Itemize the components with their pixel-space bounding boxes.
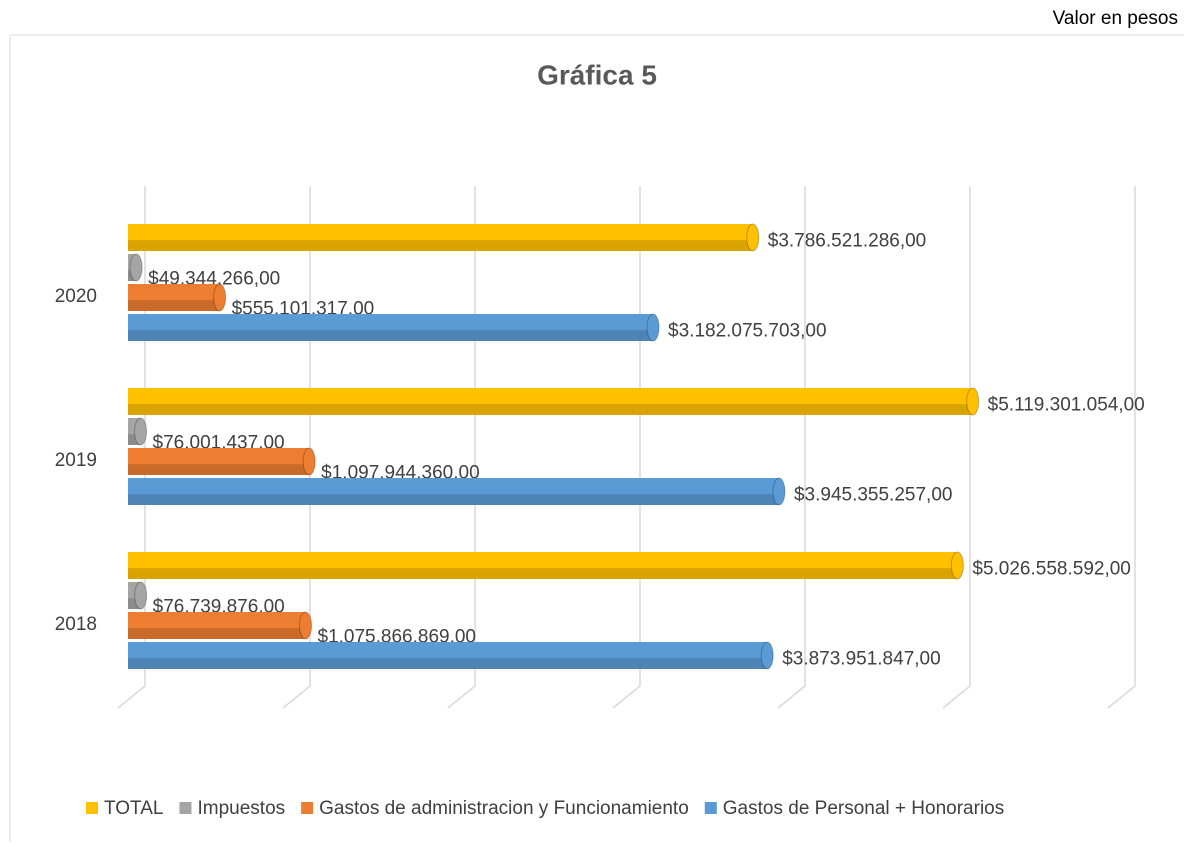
bar-shade	[128, 464, 310, 475]
bar-cap	[134, 581, 148, 610]
grid-line	[282, 186, 311, 709]
bar	[128, 223, 760, 252]
bar-body	[128, 448, 310, 475]
y-tick-label: 2018	[55, 614, 97, 635]
legend-swatch	[301, 802, 314, 814]
data-label: $3.182.075.703,00	[668, 321, 827, 342]
bar	[128, 447, 316, 476]
bar	[128, 387, 980, 416]
legend-swatch	[86, 802, 98, 814]
bar-cap	[760, 641, 774, 670]
bar	[128, 581, 148, 610]
bar-cap	[302, 447, 316, 476]
bar-cap	[950, 551, 964, 580]
data-label: $5.026.558.592,00	[972, 559, 1130, 580]
bar	[128, 313, 660, 342]
bar-cap	[966, 387, 980, 416]
data-label: $3.873.951.847,00	[782, 649, 941, 670]
legend-label: Impuestos	[197, 798, 285, 819]
bar-cap	[772, 477, 786, 506]
grid-line	[777, 186, 806, 709]
bar-shade	[128, 434, 141, 445]
data-label: $5.119.301.054,00	[988, 395, 1145, 416]
bar-shade	[128, 628, 306, 639]
data-label: $3.786.521.286,00	[768, 231, 927, 252]
bar-cap	[746, 223, 760, 252]
grid-line	[612, 186, 641, 709]
bar-shade	[128, 404, 973, 415]
data-label: $3.945.355.257,00	[794, 485, 953, 506]
subtitle: Valor en pesos	[1053, 8, 1178, 29]
legend-label: Gastos de administracion y Funcionamient…	[319, 798, 689, 819]
legend-swatch	[704, 802, 717, 814]
bar	[128, 611, 313, 640]
grid-line	[1107, 186, 1136, 709]
bar-body	[128, 478, 779, 505]
bar-body	[128, 224, 753, 251]
grid-line	[447, 186, 476, 709]
grid-line	[117, 186, 146, 709]
bar-shade	[128, 658, 768, 669]
bar	[128, 417, 148, 446]
y-tick-label: 2019	[55, 450, 97, 471]
bar-cap	[299, 611, 313, 640]
grid-line	[942, 186, 971, 709]
y-tick-label: 2020	[55, 286, 97, 307]
bar	[128, 477, 786, 506]
bar-body	[128, 642, 768, 669]
legend-label: Gastos de Personal + Honorarios	[723, 798, 1004, 819]
bar-body	[128, 552, 958, 579]
bar-body	[128, 388, 973, 415]
legend-swatch	[179, 802, 192, 814]
bar-shade	[128, 494, 779, 505]
bar-cap	[134, 417, 148, 446]
bar-shade	[128, 568, 958, 579]
chart-title: Gráfica 5	[537, 59, 657, 90]
bar-shade	[128, 240, 753, 251]
bar-shade	[128, 300, 220, 311]
bar-body	[128, 314, 654, 341]
bar	[128, 551, 964, 580]
bar	[128, 253, 143, 282]
bar-body	[128, 612, 306, 639]
bar-shade	[128, 598, 141, 609]
bar-cap	[646, 313, 660, 342]
bar-cap	[213, 283, 227, 312]
legend-label: TOTAL	[104, 798, 163, 819]
bar-cap	[129, 253, 143, 282]
bar-body	[128, 284, 220, 311]
bar-shade	[128, 330, 654, 341]
bar	[128, 283, 227, 312]
bar	[128, 641, 774, 670]
